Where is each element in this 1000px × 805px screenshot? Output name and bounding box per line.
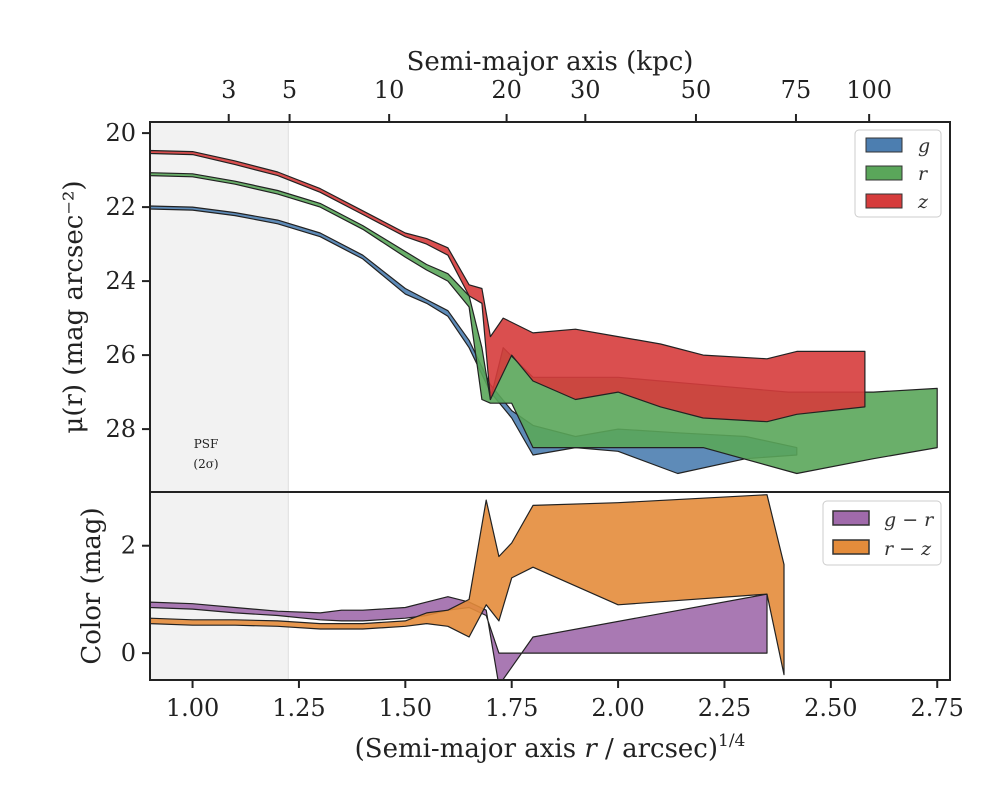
bottom-x-tick-label: 1.50	[379, 694, 432, 722]
legend-label-g-r: g − r	[884, 509, 935, 531]
bottom-x-tick-label: 2.75	[911, 694, 964, 722]
top-y-ticks: 20 22 24 26 28	[105, 119, 150, 443]
surface-brightness-panel: 3 5 10 20 30 50 75 100 20 22 24 26 28 PSF (2σ) μ(r)…	[59, 76, 951, 493]
top-axis-title: Semi-major axis (kpc)	[407, 47, 694, 77]
top-y-axis-label: μ(r) (mag arcsec⁻²)	[59, 180, 89, 433]
bottom-x-tick-label: 2.50	[804, 694, 857, 722]
bottom-x-tick-label: 1.25	[272, 694, 325, 722]
top-y-tick-label: 22	[105, 193, 136, 221]
legend-swatch-z	[865, 193, 903, 209]
color-panel: 1.00 1.25 1.50 1.75 2.00 2.25 2.50 2.75 02 Colo…	[77, 491, 964, 764]
legend-swatch-g	[865, 137, 903, 153]
legend-label-z: z	[917, 191, 929, 213]
top-kpc-tick-label: 3	[221, 76, 236, 104]
psf-band-rect-lower	[149, 491, 289, 681]
area-z	[150, 149, 866, 423]
psf-band-rect	[149, 121, 289, 493]
area-rz	[150, 494, 785, 676]
psf-label-line2: (2σ)	[193, 457, 218, 471]
top-y-tick-label: 24	[105, 267, 136, 295]
psf-band	[149, 121, 289, 493]
legend-swatch-g-r	[832, 510, 870, 526]
top-kpc-tick-label: 10	[374, 76, 405, 104]
top-kpc-tick-label: 50	[681, 76, 712, 104]
legend-swatch-r	[865, 165, 903, 181]
top-kpc-tick-label: 100	[846, 76, 892, 104]
top-kpc-tick-label: 75	[781, 76, 812, 104]
top-kpc-ticks: 3 5 10 20 30 50 75 100	[221, 76, 892, 122]
top-y-tick-label: 26	[105, 341, 136, 369]
legend-label-r-z: r − z	[884, 538, 932, 560]
surface-brightness-areas	[150, 149, 938, 475]
top-kpc-tick-label: 5	[282, 76, 297, 104]
legend-label-g: g	[918, 135, 930, 157]
top-y-tick-label: 28	[105, 415, 136, 443]
bottom-panel-frame	[149, 491, 951, 681]
legend-label-r: r	[918, 163, 929, 185]
color-areas	[150, 494, 785, 680]
legend-swatch-r-z	[832, 539, 870, 555]
psf-label-line1: PSF	[194, 437, 219, 451]
bottom-y-tick-label: 2	[121, 532, 136, 560]
top-legend: g r z	[854, 129, 942, 218]
bottom-x-ticks: 1.00 1.25 1.50 1.75 2.00 2.25 2.50 2.75	[166, 680, 964, 722]
bottom-y-ticks: 02	[121, 532, 150, 667]
psf-band-lower	[149, 491, 289, 681]
top-kpc-tick-label: 20	[491, 76, 522, 104]
bottom-y-axis-label: Color (mag)	[77, 507, 107, 664]
area-gr	[150, 593, 768, 680]
top-kpc-tick-label: 30	[570, 76, 601, 104]
bottom-x-tick-label: 1.00	[166, 694, 219, 722]
bottom-x-axis-label: (Semi-major axis r / arcsec)1/4	[355, 731, 746, 764]
bottom-x-tick-label: 2.25	[698, 694, 751, 722]
bottom-legend: g − r r − z	[822, 500, 942, 566]
bottom-x-tick-label: 1.75	[485, 694, 538, 722]
top-y-tick-label: 20	[105, 119, 136, 147]
bottom-x-tick-label: 2.00	[591, 694, 644, 722]
bottom-y-tick-label: 0	[121, 639, 136, 667]
